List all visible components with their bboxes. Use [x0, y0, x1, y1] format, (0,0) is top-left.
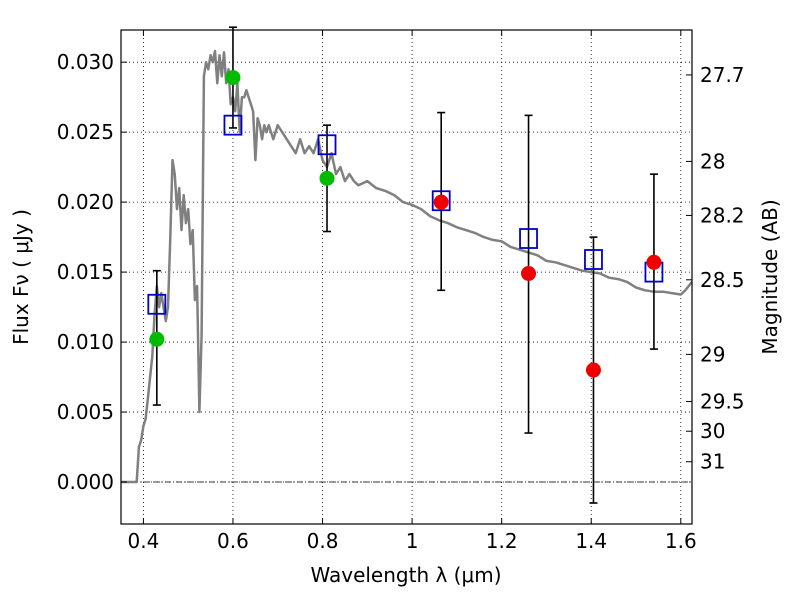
model-photometry-square	[147, 293, 167, 315]
x-tick-label: 1.6	[665, 529, 697, 553]
red-data-point	[521, 266, 537, 282]
x-axis-ticks: 0.4 0.6 0.8 1 1.2 1.4 1.6	[127, 30, 697, 553]
red-data-point	[646, 254, 662, 270]
data-markers	[147, 70, 664, 378]
y2-tick-label: 29	[700, 342, 725, 366]
y-tick-label: 0.005	[57, 400, 114, 424]
model-photometry-square	[519, 228, 538, 249]
y-axis-label: Flux Fν ( μJy )	[9, 209, 33, 345]
green-data-point	[319, 170, 335, 186]
y2-tick-label: 27.7	[700, 63, 745, 87]
x-tick-label: 1	[406, 529, 419, 553]
y2-tick-label: 31	[700, 450, 725, 474]
plot-background	[121, 30, 692, 524]
y2-axis-label: Magnitude (AB)	[758, 199, 782, 354]
model-photometry-square	[584, 249, 603, 270]
x-tick-label: 1.2	[486, 529, 518, 553]
red-data-point	[585, 362, 601, 378]
y2-tick-label: 29.5	[700, 390, 745, 414]
x-tick-label: 0.6	[217, 529, 249, 553]
red-data-point	[433, 194, 449, 210]
model-spectrum-layer	[121, 49, 693, 484]
y-tick-label: 0.015	[57, 260, 114, 284]
model-photometry-square	[317, 134, 337, 156]
x-tick-label: 1.4	[575, 529, 607, 553]
y2-tick-label: 28	[700, 149, 725, 173]
green-data-point	[225, 70, 241, 86]
y2-tick-label: 28.5	[700, 268, 745, 292]
y-tick-label: 0.020	[57, 190, 114, 214]
x-axis-label: Wavelength λ (μm)	[310, 563, 501, 587]
x-tick-label: 0.8	[307, 529, 339, 553]
y-tick-label: 0.000	[57, 470, 114, 494]
y2-tick-label: 28.2	[700, 203, 745, 227]
y-tick-label: 0.010	[57, 330, 114, 354]
y-tick-label: 0.025	[57, 120, 114, 144]
plot-frame	[120, 29, 693, 525]
y-tick-label: 0.030	[57, 50, 114, 74]
y2-tick-label: 30	[700, 419, 725, 443]
model-photometry-square	[431, 190, 451, 212]
model-photometry-square	[223, 114, 243, 136]
green-data-point	[149, 331, 165, 347]
y-axis-ticks: 0.000 0.005 0.010 0.015 0.020 0.025 0.030	[57, 50, 127, 494]
y2-axis-ticks: 27.7 28 28.2 28.5 29 29.5 30 31	[686, 63, 745, 474]
model-spectrum-line	[121, 49, 693, 484]
x-tick-label: 0.4	[127, 529, 159, 553]
